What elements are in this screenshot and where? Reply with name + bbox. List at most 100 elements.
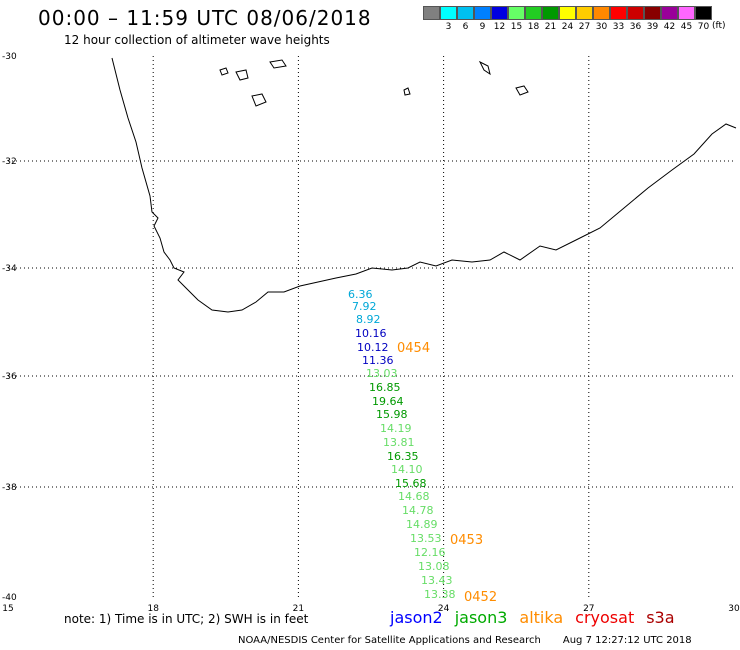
satellite-jason3: jason3 (454, 608, 508, 627)
coastline (111, 57, 737, 313)
pass-label: 0453 (450, 533, 483, 548)
legend-label: 42 (663, 22, 676, 32)
swh-value: 13.38 (424, 588, 456, 601)
lon-tick-label: 24 (438, 604, 450, 614)
legend-item: 33 (610, 6, 627, 32)
swh-value: 19.64 (372, 395, 404, 408)
swh-value: 16.35 (387, 450, 419, 463)
legend-label: 27 (578, 22, 591, 32)
offshore-island-2 (235, 69, 249, 81)
legend-item: 39 (644, 6, 661, 32)
page-subtitle: 12 hour collection of altimeter wave hei… (64, 33, 330, 47)
swh-value: 14.89 (406, 518, 438, 531)
legend-item: 45 (678, 6, 695, 32)
footer-timestamp: Aug 7 12:27:12 UTC 2018 (562, 635, 692, 646)
satellite-cryosat: cryosat (575, 608, 635, 627)
legend-label: 12 (493, 22, 506, 32)
offshore-island-4 (269, 59, 287, 69)
legend-label: 24 (561, 22, 574, 32)
swh-labels: 6.367.928.9210.1610.1211.3613.0316.8519.… (348, 288, 456, 601)
offshore-island-6 (478, 60, 491, 76)
swh-value: 14.19 (380, 422, 412, 435)
swh-value: 13.08 (418, 560, 450, 573)
legend-swatch (474, 6, 491, 20)
legend-item: 9 (474, 6, 491, 32)
swh-value: 8.92 (356, 313, 381, 326)
legend-swatch (525, 6, 542, 20)
lon-tick-label: 27 (583, 604, 594, 614)
swh-value: 14.68 (398, 490, 430, 503)
swh-value: 15.98 (376, 408, 408, 421)
legend-label: 30 (595, 22, 608, 32)
color-legend: 3 6 9 12 15 18 21 24 27 30 33 36 39 42 45 70 (423, 6, 712, 32)
satellite-altika: altika (519, 608, 564, 627)
legend-label: 9 (479, 22, 486, 32)
footer: NOAA/NESDIS Center for Satellite Applica… (238, 635, 692, 646)
legend-label: 21 (544, 22, 557, 32)
legend-item: 24 (559, 6, 576, 32)
legend-swatch (593, 6, 610, 20)
lat-tick-label: -38 (2, 483, 17, 493)
swh-value: 13.43 (421, 574, 453, 587)
legend-item: 70 (695, 6, 712, 32)
swh-value: 10.16 (355, 327, 387, 340)
swh-value: 7.92 (352, 300, 377, 313)
legend-swatch (576, 6, 593, 20)
swh-value: 13.53 (410, 532, 442, 545)
lon-tick-label: 21 (293, 604, 304, 614)
lon-tick-label: 15 (2, 604, 13, 614)
legend-item: 27 (576, 6, 593, 32)
pass-label: 0452 (464, 590, 497, 605)
notes-text: note: 1) Time is in UTC; 2) SWH is in fe… (64, 612, 309, 626)
lat-tick-label: -40 (2, 593, 17, 603)
swh-value: 14.78 (402, 504, 434, 517)
offshore-island-5 (403, 87, 411, 96)
swh-value: 12.16 (414, 546, 446, 559)
legend-swatch (644, 6, 661, 20)
legend-item (423, 6, 440, 32)
swh-value: 11.36 (362, 354, 394, 367)
lon-tick-label: 18 (147, 604, 159, 614)
legend-label: 3 (445, 22, 452, 32)
swh-value: 13.81 (383, 436, 415, 449)
legend-item: 30 (593, 6, 610, 32)
legend-item: 6 (457, 6, 474, 32)
lat-tick-label: -32 (2, 157, 17, 167)
swh-value: 16.85 (369, 381, 401, 394)
page-title: 00:00 – 11:59 UTC 08/06/2018 (38, 6, 372, 30)
satellite-jason2: jason2 (390, 608, 443, 627)
legend-swatch (491, 6, 508, 20)
offshore-island-7 (515, 85, 529, 96)
legend-swatch (678, 6, 695, 20)
legend-swatch (610, 6, 627, 20)
legend-swatch (508, 6, 525, 20)
offshore-island-3 (251, 93, 267, 107)
swh-value: 15.68 (395, 477, 427, 490)
footer-agency: NOAA/NESDIS Center for Satellite Applica… (238, 635, 541, 646)
legend-label: 45 (680, 22, 693, 32)
satellite-legend: jason2 jason3 altika cryosat s3a (390, 608, 687, 627)
legend-swatch (423, 6, 440, 20)
legend-swatch (457, 6, 474, 20)
legend-label: 6 (462, 22, 469, 32)
legend-item: 42 (661, 6, 678, 32)
legend-label: 70 (697, 22, 710, 32)
lat-tick-label: -30 (2, 52, 17, 62)
legend-swatch (695, 6, 712, 20)
legend-item: 18 (525, 6, 542, 32)
legend-label: 33 (612, 22, 625, 32)
map-grid: 15 18 21 24 27 30 -30 -32 -34 -36 -38 -40 (2, 52, 740, 614)
swh-value: 13.03 (366, 367, 398, 380)
lon-tick-label: 30 (728, 604, 740, 614)
swh-value: 14.10 (391, 463, 423, 476)
swh-value: 6.36 (348, 288, 373, 301)
legend-item: 36 (627, 6, 644, 32)
legend-label: 15 (510, 22, 523, 32)
legend-item: 3 (440, 6, 457, 32)
legend-label: 36 (629, 22, 642, 32)
legend-item: 12 (491, 6, 508, 32)
legend-swatch (627, 6, 644, 20)
swh-value: 10.12 (357, 341, 389, 354)
lat-tick-label: -36 (2, 372, 17, 382)
